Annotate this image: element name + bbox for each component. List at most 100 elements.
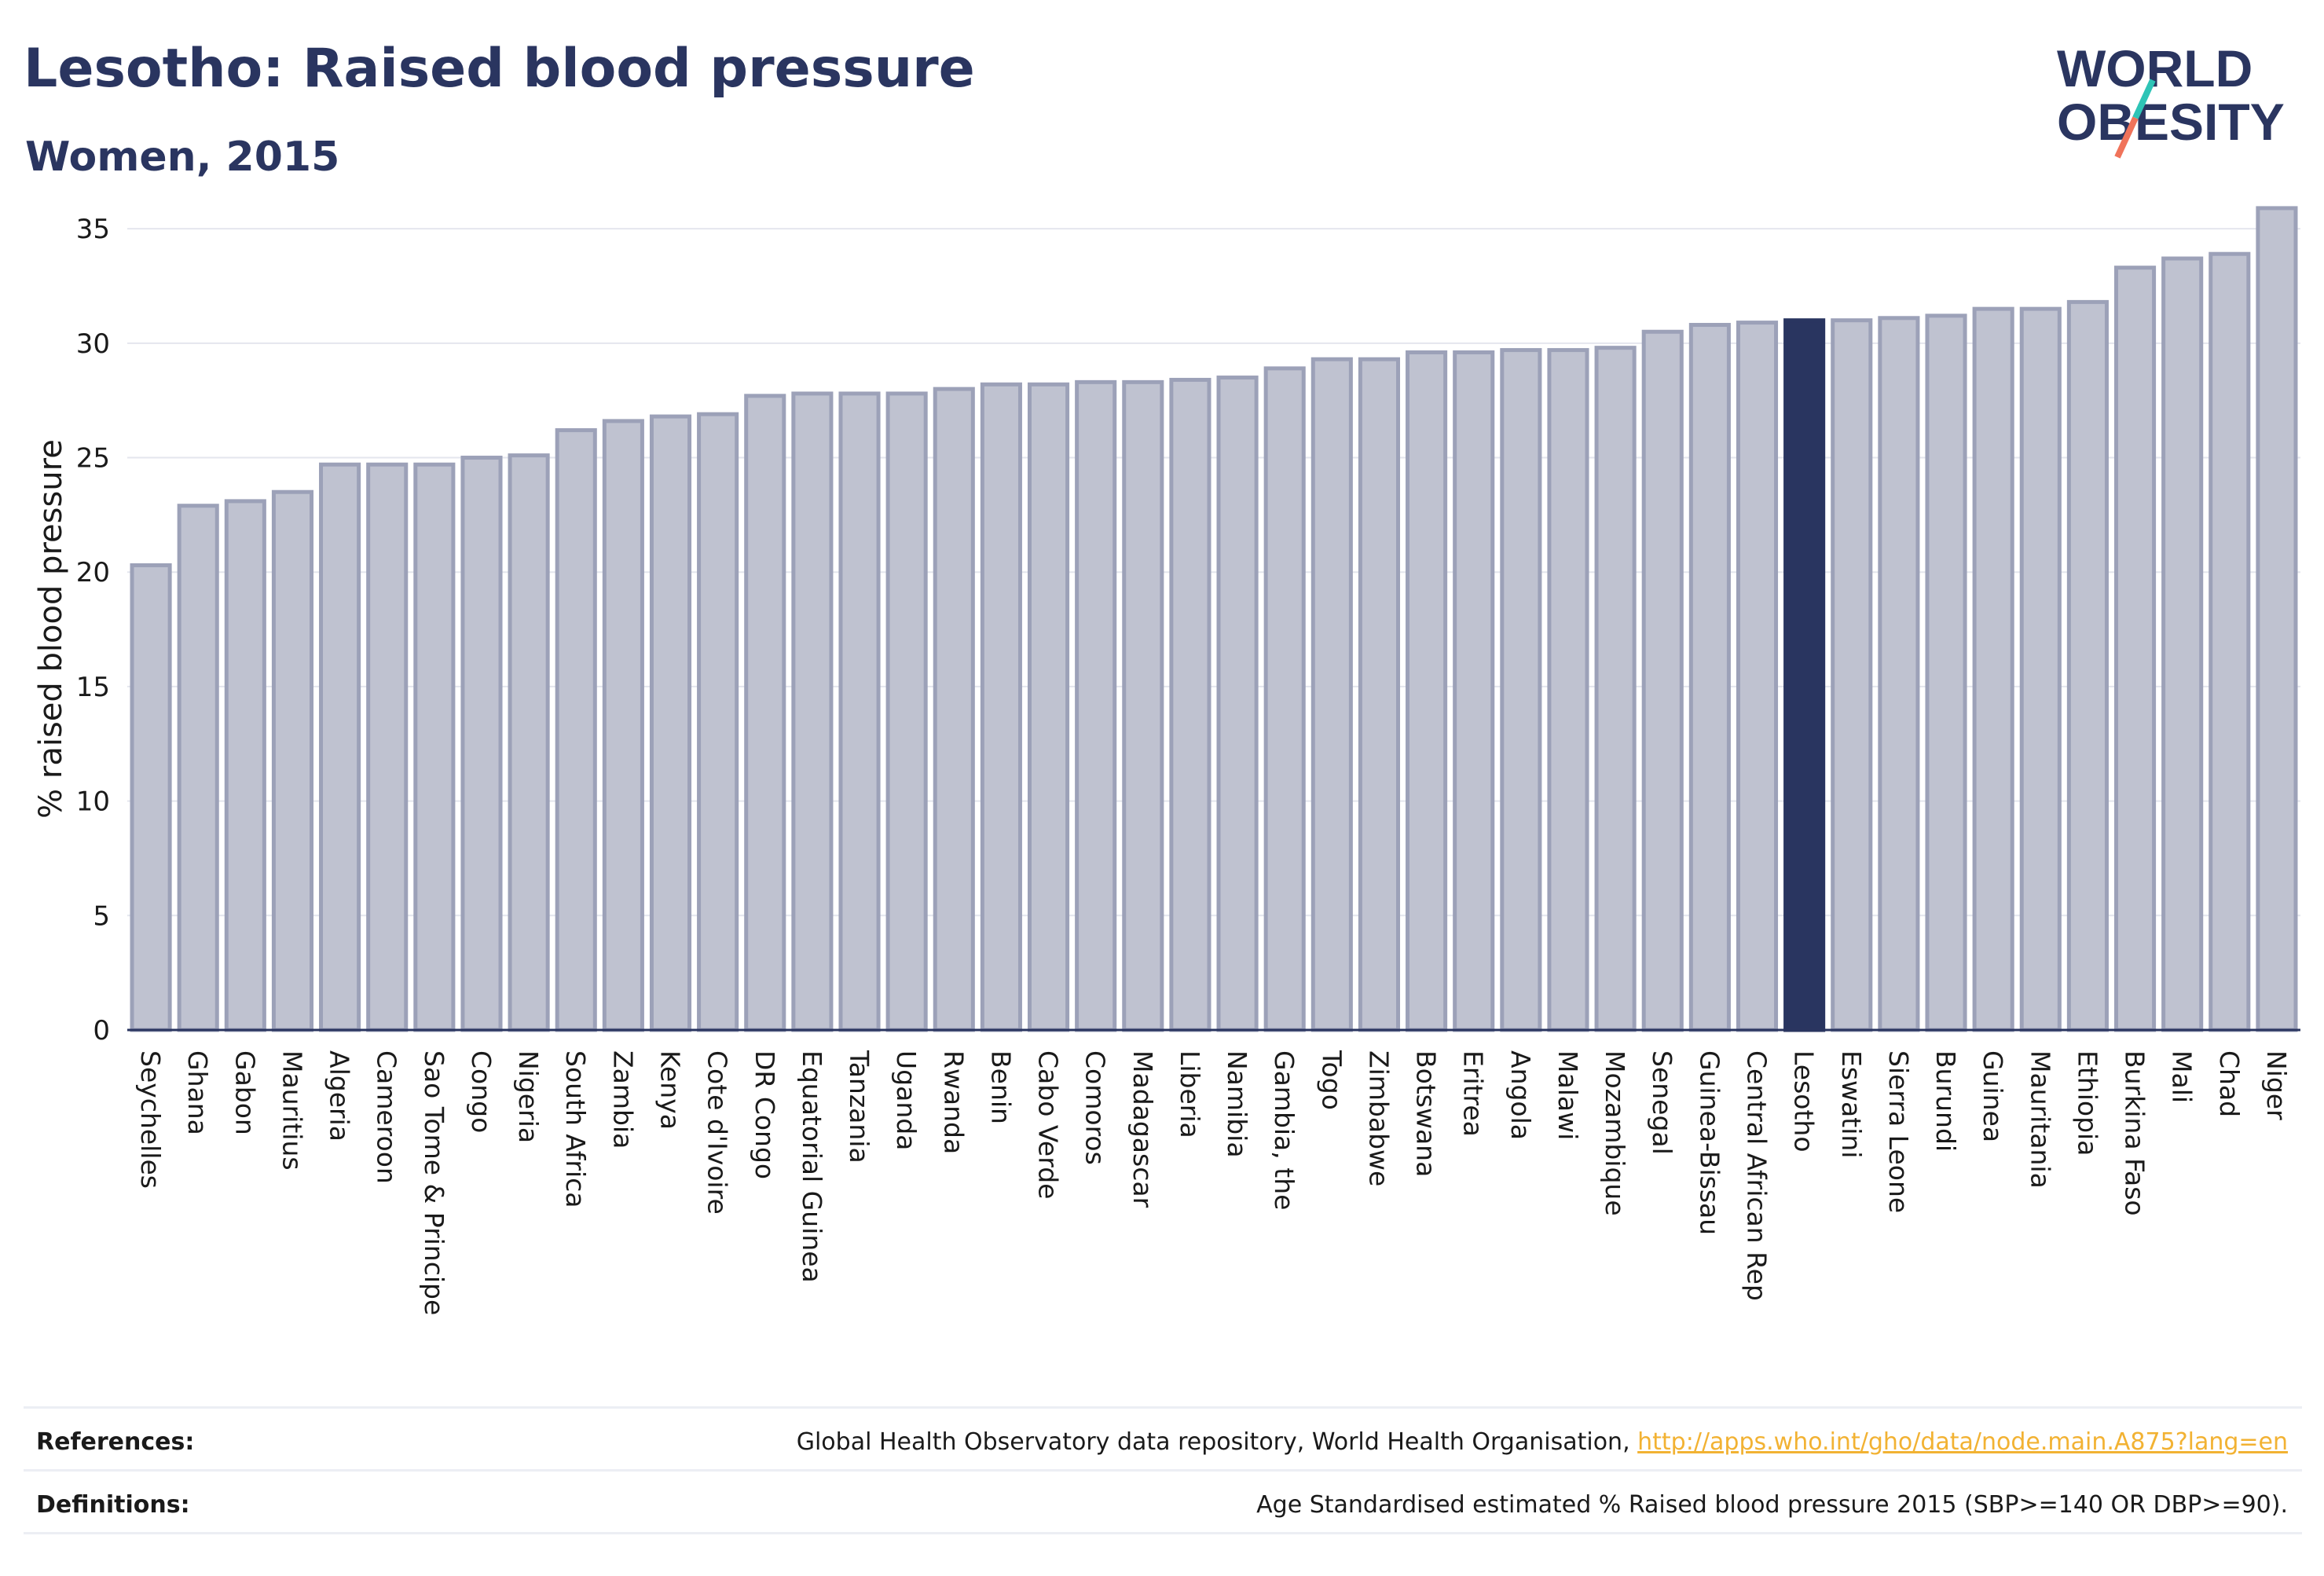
x-tick-label: Cote d'Ivoire bbox=[702, 1050, 733, 1215]
x-tick-label: Ghana bbox=[182, 1050, 213, 1135]
x-tick-label: Senegal bbox=[1647, 1050, 1677, 1155]
bar bbox=[2066, 299, 2109, 1032]
bar bbox=[1169, 377, 1211, 1032]
references-label: References: bbox=[36, 1428, 195, 1456]
definitions-text: Age Standardised estimated % Raised bloo… bbox=[1256, 1491, 2288, 1519]
x-tick-label: Kenya bbox=[655, 1050, 686, 1130]
x-tick-label: Nigeria bbox=[513, 1050, 544, 1143]
bar bbox=[838, 391, 881, 1032]
x-tick-label: Tanzania bbox=[844, 1050, 874, 1164]
bar bbox=[602, 419, 644, 1032]
bar bbox=[1972, 306, 2014, 1032]
x-tick-label: Chad bbox=[2214, 1050, 2245, 1117]
bar bbox=[1453, 350, 1495, 1032]
x-tick-label: South Africa bbox=[560, 1050, 591, 1208]
logo-line1: WORLD bbox=[2057, 39, 2253, 97]
x-tick-label: Benin bbox=[985, 1050, 1016, 1124]
bar bbox=[224, 499, 266, 1032]
x-tick-label: Guinea-Bissau bbox=[1694, 1050, 1725, 1235]
logo-slash-teal bbox=[2132, 79, 2156, 119]
bar bbox=[2019, 306, 2062, 1032]
x-tick-label: Central African Rep bbox=[1742, 1050, 1772, 1301]
bar bbox=[2161, 256, 2204, 1032]
y-tick-label: 25 bbox=[76, 443, 110, 475]
references-text: Global Health Observatory data repositor… bbox=[797, 1428, 2288, 1456]
bar bbox=[791, 391, 834, 1032]
x-tick-label: Togo bbox=[1316, 1050, 1347, 1110]
x-tick-label: Algeria bbox=[324, 1050, 355, 1142]
x-tick-label: Ethiopia bbox=[2072, 1050, 2102, 1156]
x-tick-label: Congo bbox=[466, 1050, 497, 1133]
x-tick-label: Niger bbox=[2261, 1050, 2292, 1120]
bar bbox=[1310, 357, 1353, 1032]
bar bbox=[1641, 329, 1684, 1032]
x-tick-label: Uganda bbox=[891, 1050, 922, 1150]
x-tick-label: Cameroon bbox=[372, 1050, 402, 1184]
bar bbox=[460, 456, 503, 1032]
bar bbox=[1406, 350, 1448, 1032]
world-obesity-logo: WORLD OBESITY bbox=[2057, 39, 2285, 159]
references-source: Global Health Observatory data repositor… bbox=[796, 1428, 1638, 1456]
x-tick-label: Angola bbox=[1505, 1050, 1536, 1140]
bar bbox=[1263, 366, 1306, 1032]
bar bbox=[508, 453, 550, 1032]
bar bbox=[1688, 323, 1731, 1032]
y-tick-label: 5 bbox=[93, 900, 110, 932]
bar bbox=[1122, 379, 1164, 1032]
bar bbox=[271, 489, 314, 1032]
bar bbox=[933, 387, 975, 1032]
bar bbox=[1500, 348, 1542, 1032]
bar bbox=[980, 382, 1022, 1032]
references-link[interactable]: http://apps.who.int/gho/data/node.main.A… bbox=[1637, 1428, 2288, 1456]
bar bbox=[1831, 318, 1873, 1032]
bar bbox=[1594, 346, 1637, 1032]
x-tick-label: Mauritius bbox=[277, 1050, 307, 1171]
page-subtitle: Women, 2015 bbox=[25, 134, 340, 181]
footer-divider-top bbox=[24, 1406, 2302, 1409]
bar-chart: 0 5 10 15 20 25 30 35 % raised blood pressure Sey… bbox=[33, 206, 2300, 1315]
x-tick-label: Equatorial Guinea bbox=[797, 1050, 827, 1283]
y-axis-label: % raised blood pressure bbox=[33, 439, 69, 819]
y-tick-label: 15 bbox=[76, 672, 110, 703]
definitions-label: Definitions: bbox=[36, 1491, 190, 1519]
bar bbox=[885, 391, 928, 1032]
bar bbox=[1027, 382, 1070, 1032]
bar bbox=[413, 462, 456, 1032]
x-tick-label: Madagascar bbox=[1127, 1050, 1158, 1208]
x-tick-label: Botswana bbox=[1411, 1050, 1442, 1177]
x-tick-label: Zimbabwe bbox=[1363, 1050, 1394, 1186]
bar bbox=[649, 414, 692, 1032]
bar bbox=[1216, 376, 1259, 1032]
x-tick-label: Rwanda bbox=[938, 1050, 969, 1154]
x-tick-label: Cabo Verde bbox=[1033, 1050, 1064, 1199]
bar bbox=[177, 504, 219, 1032]
bar bbox=[1358, 357, 1401, 1032]
y-tick-label: 20 bbox=[76, 557, 110, 588]
x-tick-label: Gabon bbox=[229, 1050, 260, 1135]
x-tick-label: Malawi bbox=[1552, 1050, 1583, 1140]
bar bbox=[366, 462, 409, 1032]
bar bbox=[1925, 313, 1967, 1032]
x-tick-label: Zambia bbox=[607, 1050, 638, 1149]
y-tick-label: 35 bbox=[76, 214, 110, 245]
y-tick-label: 10 bbox=[76, 786, 110, 818]
footer-divider-bottom bbox=[24, 1532, 2302, 1534]
bar bbox=[2256, 206, 2298, 1032]
x-tick-label: Burkina Faso bbox=[2120, 1050, 2150, 1216]
x-tick-label: Mauritania bbox=[2025, 1050, 2055, 1189]
bar bbox=[744, 394, 786, 1032]
bar bbox=[1547, 348, 1589, 1032]
page-title: Lesotho: Raised blood pressure bbox=[24, 38, 975, 100]
bar bbox=[697, 412, 739, 1032]
x-tick-label: Lesotho bbox=[1789, 1050, 1820, 1153]
x-tick-label: Seychelles bbox=[135, 1050, 166, 1189]
bar bbox=[1878, 316, 1920, 1032]
y-tick-label: 30 bbox=[76, 328, 110, 360]
bar bbox=[130, 563, 172, 1032]
bar bbox=[1075, 379, 1117, 1032]
bar bbox=[1736, 321, 1779, 1032]
y-tick-label: 0 bbox=[93, 1015, 110, 1046]
x-tick-label: Eswatini bbox=[1836, 1050, 1867, 1158]
bar bbox=[2113, 266, 2157, 1032]
bar bbox=[555, 428, 597, 1032]
